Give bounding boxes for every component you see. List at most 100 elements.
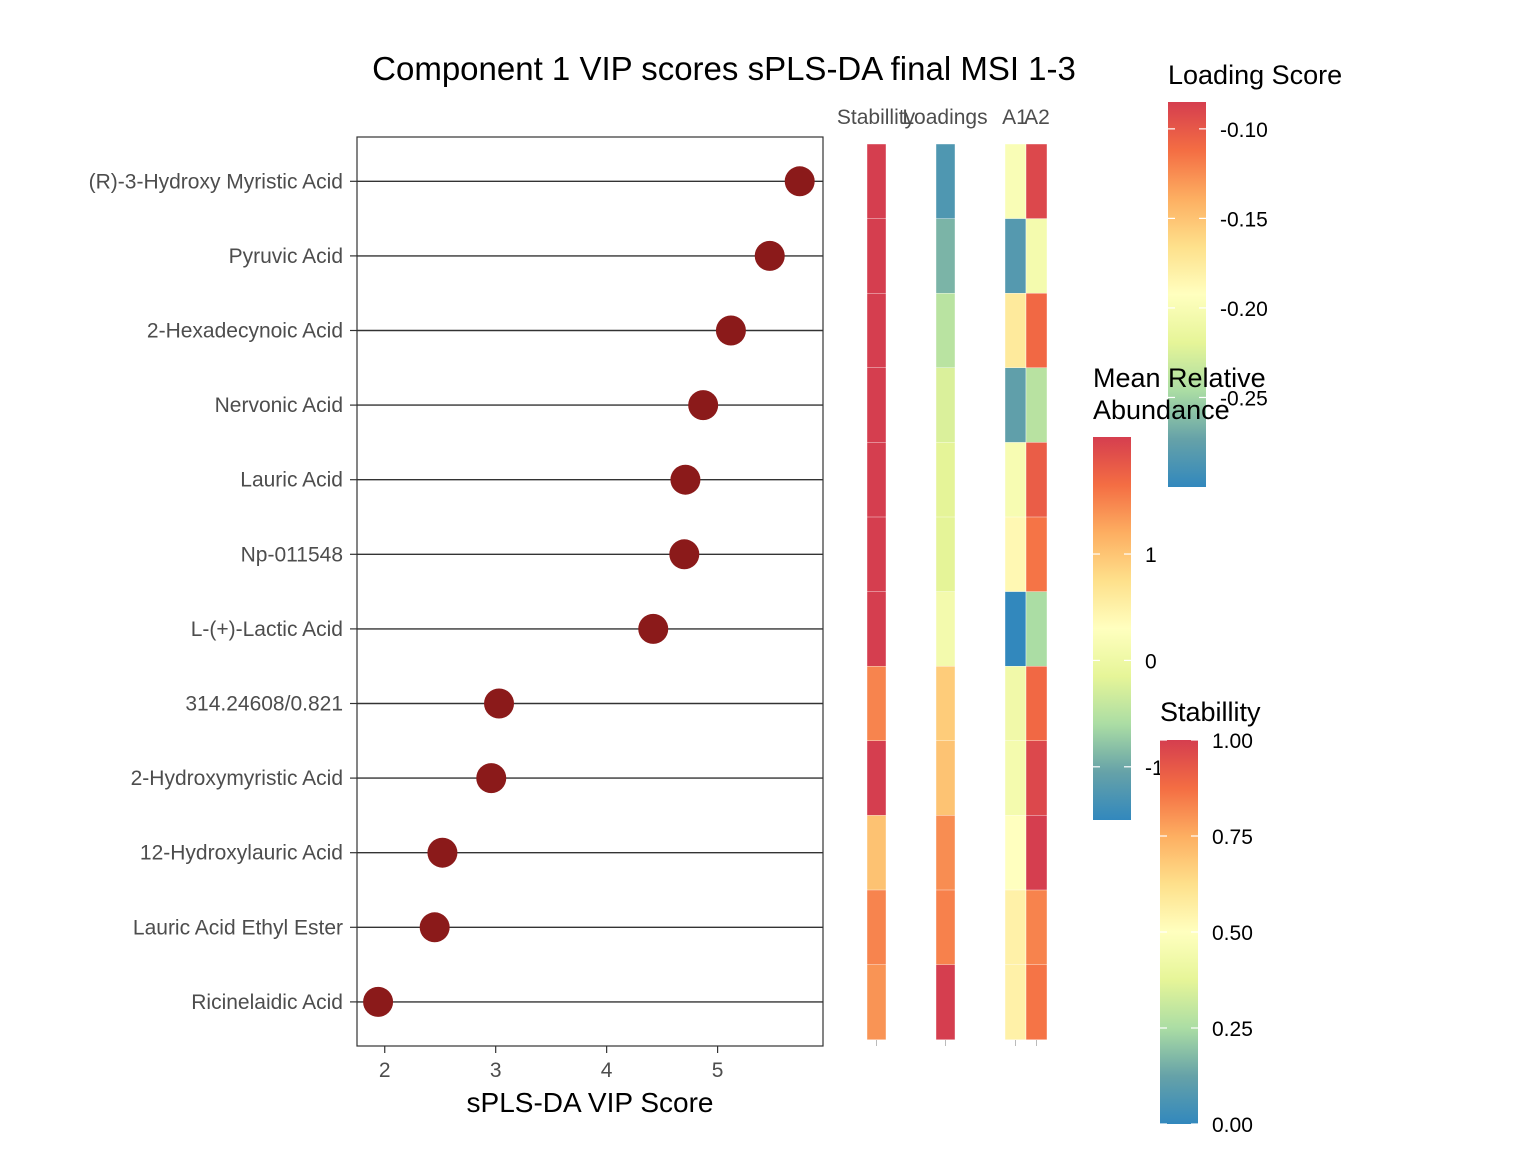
heatmap-cell	[866, 516, 887, 593]
heatmap-cell	[935, 367, 956, 444]
vip-point	[638, 613, 669, 644]
x-axis-ticks: 2 3 4 5	[379, 1046, 724, 1082]
y-label: 2-Hydroxymyristic Acid	[131, 767, 343, 790]
heatmap-cell	[866, 889, 887, 966]
heatmap-cell	[935, 666, 956, 742]
heatmap-cell	[935, 815, 956, 891]
x-tick-label: 3	[490, 1059, 502, 1082]
y-axis-labels: (R)-3-Hydroxy Myristic Acid Pyruvic Acid 2…	[89, 170, 357, 1014]
legend-tick-label: 0.75	[1212, 826, 1253, 849]
heatmap-cell	[1025, 666, 1048, 742]
heatmap-cell	[1025, 591, 1048, 667]
heatmap-cell	[1025, 293, 1048, 369]
chart-title: Component 1 VIP scores sPLS-DA final MSI…	[372, 50, 1076, 87]
heatmap-cell	[866, 591, 887, 667]
stability-legend-title: Stabillity	[1160, 697, 1261, 727]
legend-tick-label: -0.25	[1220, 387, 1268, 410]
loading-legend-colorbar	[1168, 102, 1206, 487]
x-tick-label: 5	[712, 1059, 724, 1082]
heatmap-cell	[1025, 367, 1048, 444]
heatmap-cell	[866, 815, 887, 891]
heatmap-cell	[1025, 964, 1048, 1040]
heatmap-cell	[1004, 293, 1027, 369]
stability-legend: Stabillity 1.00 0.75 0.50 0.25 0.00	[1160, 697, 1261, 1137]
y-label: (R)-3-Hydroxy Myristic Acid	[89, 170, 343, 193]
y-label: Nervonic Acid	[215, 394, 343, 417]
heatmap-cell	[935, 293, 956, 369]
heatmap-cell	[1004, 218, 1027, 295]
heatmap-column-header: Loadings	[902, 106, 987, 129]
y-label: Lauric Acid	[240, 469, 343, 492]
heatmap-cell	[935, 442, 956, 518]
heatmap-cell	[935, 218, 956, 295]
heatmap-cell	[1004, 442, 1027, 518]
y-label: 314.24608/0.821	[185, 693, 343, 716]
y-label: L-(+)-Lactic Acid	[191, 618, 343, 641]
heatmap-cell	[866, 442, 887, 518]
legend-tick-label: 0	[1145, 650, 1157, 673]
heatmap-cell	[1025, 218, 1048, 295]
heatmap-column-header: A1	[1002, 106, 1028, 129]
heatmap-cell	[1004, 740, 1027, 817]
heatmap-cell	[866, 367, 887, 444]
legend-tick-label: -0.10	[1220, 119, 1268, 142]
vip-point	[363, 986, 394, 1017]
heatmap-cell	[866, 666, 887, 742]
vip-point	[715, 315, 746, 346]
vip-point	[419, 912, 450, 943]
plot-panel-border	[356, 136, 824, 1047]
abundance-legend-title-line1: Mean Relative	[1093, 363, 1266, 393]
y-label: 2-Hexadecynoic Acid	[147, 320, 343, 343]
y-label: Np-011548	[241, 543, 343, 566]
vip-point	[670, 464, 701, 495]
vip-point	[476, 763, 507, 794]
heatmap-cell	[935, 516, 956, 593]
heatmap-cell	[935, 143, 956, 220]
heatmap-column-header: Stabillity	[837, 106, 916, 129]
heatmap-cell	[1025, 889, 1048, 966]
heatmap-cell	[1004, 143, 1027, 220]
vip-point	[669, 539, 700, 570]
y-label: 12-Hydroxylauric Acid	[140, 842, 343, 865]
heatmap-cell	[935, 964, 956, 1040]
x-tick-label: 4	[601, 1059, 613, 1082]
legend-tick-label: 0.50	[1212, 922, 1253, 945]
legend-tick-label: -1	[1145, 757, 1164, 780]
heatmap-cell	[866, 143, 887, 220]
legend-tick-label: 1.00	[1212, 730, 1253, 753]
loading-score-legend: Loading Score -0.10 -0.15 -0.20 -0.25	[1168, 60, 1342, 487]
y-label: Pyruvic Acid	[229, 245, 343, 268]
heatmap-cells	[866, 143, 1048, 1046]
vip-point	[427, 837, 458, 868]
heatmap-cell	[1004, 666, 1027, 742]
heatmap-cell	[1025, 442, 1048, 518]
legend-tick-label: 1	[1145, 544, 1157, 567]
heatmap-cell	[1004, 815, 1027, 891]
abundance-legend: Mean Relative Abundance 1 0 -1	[1093, 363, 1266, 820]
lollipop-series	[357, 166, 823, 1017]
heatmap-cell	[866, 964, 887, 1040]
x-tick-label: 2	[379, 1059, 391, 1082]
loading-legend-title: Loading Score	[1168, 60, 1342, 90]
vip-point	[484, 688, 515, 719]
heatmap-cell	[1025, 815, 1048, 891]
heatmap-cell	[1004, 889, 1027, 966]
heatmap-cell	[866, 740, 887, 817]
vip-point	[688, 390, 719, 421]
heatmap-cell	[935, 591, 956, 667]
vip-point	[754, 240, 785, 271]
heatmap-cell	[1004, 367, 1027, 444]
heatmap-column-header: A2	[1024, 106, 1050, 129]
legend-tick-label: 0.00	[1212, 1114, 1253, 1137]
heatmap-cell	[1004, 591, 1027, 667]
heatmap-cell	[1025, 516, 1048, 593]
abundance-legend-colorbar	[1093, 437, 1131, 820]
legend-tick-label: -0.20	[1220, 298, 1268, 321]
legend-tick-label: -0.15	[1220, 208, 1268, 231]
heatmap-cell	[1004, 516, 1027, 593]
heatmap-cell	[866, 218, 887, 295]
heatmap-cell	[935, 889, 956, 966]
